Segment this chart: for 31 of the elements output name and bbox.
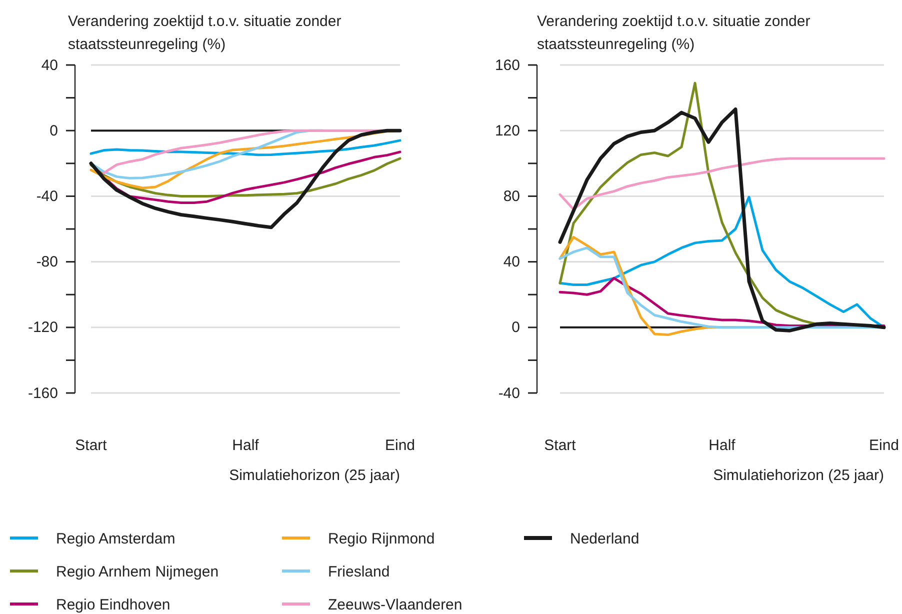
x-tick-label: Eind — [868, 437, 900, 454]
legend-label: Zeeuws-Vlaanderen — [328, 596, 462, 614]
y-tick-label: 80 — [503, 188, 520, 205]
y-tick-label: -40 — [498, 384, 520, 402]
y-tick-label: -80 — [36, 254, 58, 271]
y-tick-label: -40 — [36, 188, 58, 205]
y-tick-label: 40 — [503, 254, 520, 271]
x-tick-label: Start — [75, 437, 108, 454]
x-tick-label: Start — [544, 437, 577, 454]
x-tick-label: Eind — [384, 437, 416, 454]
x-axis-title: Simulatiehorizon (25 jaar) — [713, 467, 884, 484]
legend-label: Regio Arnhem Nijmegen — [56, 563, 219, 580]
y-tick-label: -160 — [28, 384, 58, 402]
x-axis-title: Simulatiehorizon (25 jaar) — [229, 467, 400, 484]
line-series — [558, 157, 886, 211]
y-tick-label: -120 — [28, 319, 58, 336]
legend-label: Regio Amsterdam — [56, 530, 176, 548]
legend-label: Friesland — [328, 563, 390, 580]
legend-label: Regio Rijnmond — [328, 530, 435, 548]
y-axis-title: Verandering zoektijd t.o.v. situatie zonder staatssteunregeling (%) — [68, 13, 342, 53]
x-tick-label: Half — [232, 437, 260, 454]
line-series — [90, 139, 402, 156]
y-axis-title: Verandering zoektijd t.o.v. situatie zonder staatssteunregeling (%) — [537, 13, 810, 53]
y-tick-label: 0 — [50, 122, 58, 140]
x-tick-label: Half — [708, 437, 736, 454]
y-tick-label: 0 — [512, 319, 520, 336]
legend-label: Regio Eindhoven — [56, 596, 170, 614]
y-tick-label: 40 — [41, 56, 58, 74]
y-tick-label: 120 — [494, 122, 520, 140]
y-tick-label: 160 — [494, 56, 520, 74]
legend-label: Nederland — [570, 530, 640, 548]
